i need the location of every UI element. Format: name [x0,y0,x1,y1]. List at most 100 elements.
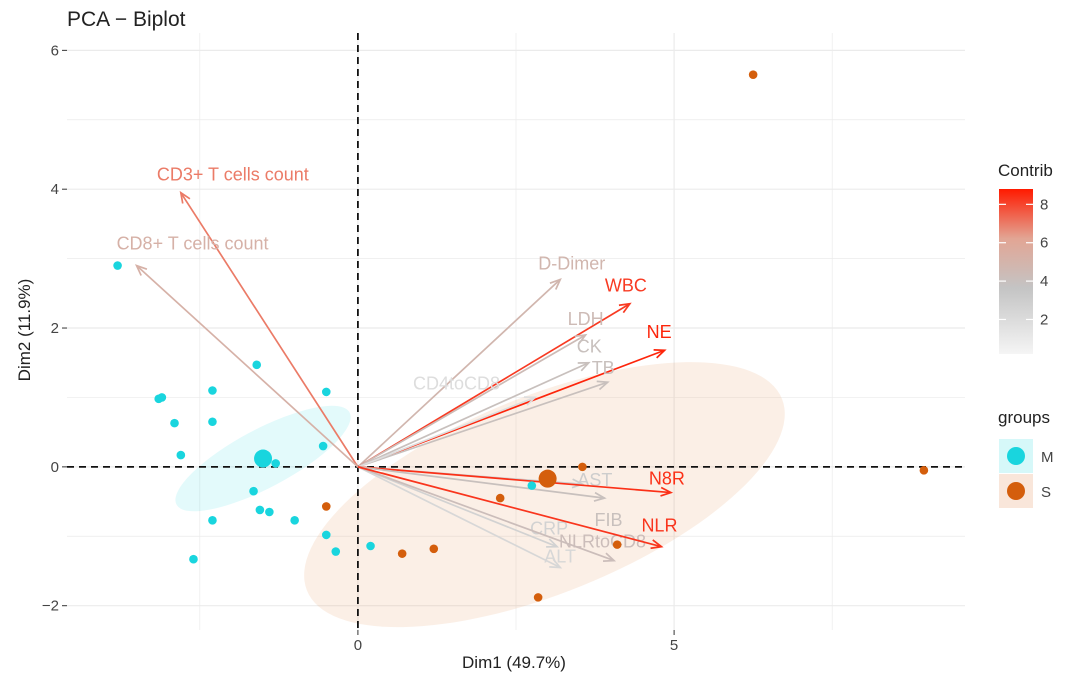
y-axis-label: Dim2 (11.9%) [15,279,34,382]
contrib-legend-title: Contrib [998,161,1053,180]
arrow-fib [357,466,605,499]
x-tick-label: 0 [354,637,362,654]
arrowhead-wbc [618,302,632,314]
point-M [208,386,217,395]
y-tick-label: 0 [51,459,59,476]
arrowhead-d-dimer [549,277,562,290]
contrib-tick-label: 4 [1040,273,1048,290]
y-tick-label: 6 [51,42,59,59]
point-S [612,540,622,549]
arrow-crp [357,466,558,548]
contrib-tick-label: 6 [1040,235,1048,252]
arrow-nlrtocd8 [357,466,615,562]
legend-symbol-S [1007,482,1025,500]
point-S [397,549,407,558]
point-S [429,544,439,554]
variable-arrows: CD3+ T cells count CD8+ T cells count D-Di… [117,165,685,569]
point-M [290,516,299,525]
arrowhead-ne [653,348,667,359]
arrowhead-cd3-t-cells-count [179,190,191,204]
point-S [321,502,331,511]
arrowhead-cd8-t-cells-count [134,264,148,276]
arrow-label-alt: ALT [544,547,576,567]
arrow-label-d-dimer: D-Dimer [538,253,605,273]
legend-label-S: S [1041,484,1051,501]
y-tick-label: −2 [42,598,59,615]
point-M [366,541,375,551]
individual-points [113,70,929,602]
point-M [527,481,537,490]
arrowhead-ast [571,478,585,489]
point-M [170,418,179,428]
point-M [113,261,122,270]
arrow-tb [357,381,608,468]
arrowhead-tb [596,380,610,391]
arrow-cd4tocd8 [357,396,536,468]
arrow-label-tb: TB [592,358,615,378]
arrow-ck [357,361,590,468]
contrib-tick-label: 2 [1040,311,1048,328]
point-S [919,466,929,475]
arrowhead-cd4tocd8 [523,396,538,406]
arrowhead-ck [577,361,591,372]
confidence-ellipses [175,362,785,628]
contrib-colorbar [999,189,1033,354]
arrow-cd8-t-cells-count [135,264,359,468]
arrowhead-alt [549,558,563,569]
arrowhead-ldh [574,333,588,345]
point-S [748,70,758,79]
point-M [271,459,280,468]
point-M [321,387,331,397]
groups-legend-keys: MS [999,439,1054,508]
point-M [255,505,265,515]
arrow-label-fib: FIB [595,510,623,530]
arrow-cd3-t-cells-count [180,192,359,468]
arrow-nlr [357,466,662,548]
groups-legend: groups MS [998,408,1054,508]
legend-symbol-M [1007,447,1025,465]
point-M [208,516,217,525]
point-M [265,507,274,517]
arrow-label-ck: CK [577,337,602,357]
y-tick-label: 2 [51,320,59,337]
legend-label-M: M [1041,449,1054,466]
point-M [331,547,341,556]
arrowhead-n8r [660,486,674,497]
grid [67,33,965,630]
arrow-label-cd3-t-cells-count: CD3+ T cells count [157,165,309,185]
arrowhead-crp [546,538,560,548]
chart-title: PCA − Biplot [67,8,186,31]
arrow-d-dimer [357,278,561,468]
centroid-S [538,469,557,488]
point-M [321,530,331,540]
point-M [157,393,167,402]
point-M [176,450,186,460]
arrowhead-fib [593,491,607,502]
contrib-legend-ticks: 2 4 6 8 [999,196,1048,328]
groups-legend-title: groups [998,408,1050,427]
arrow-label-ne: NE [647,322,672,342]
axes: −2 0 2 4 6 0 5 [42,42,678,654]
contrib-legend: Contrib 2 4 6 8 [998,161,1053,354]
arrow-label-wbc: WBC [605,276,647,296]
point-S [495,493,505,503]
y-tick-label: 4 [51,181,59,198]
arrow-label-nlr: NLR [641,516,677,536]
arrow-alt [357,466,561,569]
arrow-label-ldh: LDH [568,309,604,329]
reference-lines [67,33,965,630]
arrow-label-cd4tocd8: CD4toCD8 [413,373,500,393]
centroid-M [254,449,273,468]
arrow-ldh [357,334,586,468]
point-S [578,462,587,472]
arrowhead-nlr [650,539,664,550]
point-M [318,441,328,451]
point-M [252,360,262,370]
point-M [249,486,258,496]
point-M [208,417,217,427]
contrib-tick-label: 8 [1040,196,1048,213]
arrow-label-n8r: N8R [649,469,685,489]
arrow-n8r [357,466,672,494]
arrow-label-nlrtocd8: NLRtoCD8 [559,532,646,552]
